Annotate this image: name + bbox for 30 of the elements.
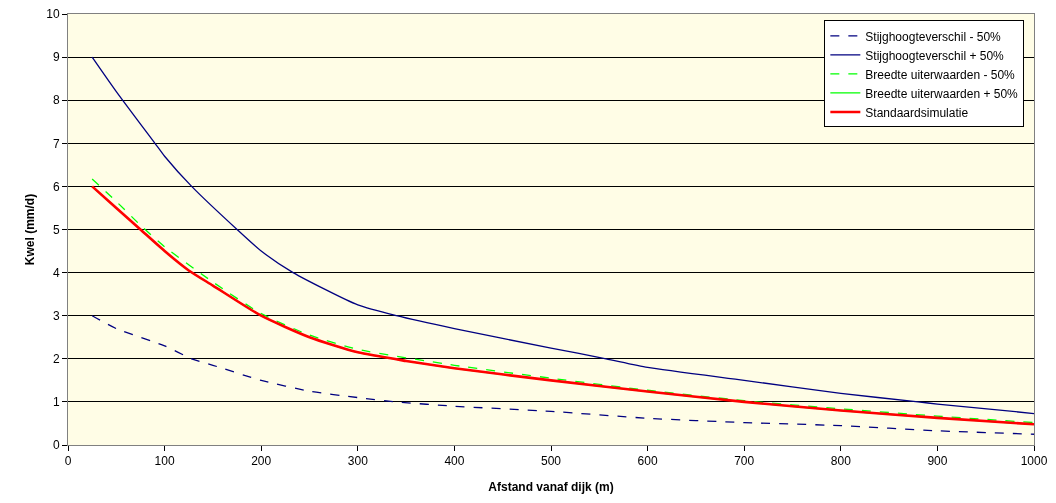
y-tick-label: 8 — [52, 93, 60, 108]
y-tick-label: 7 — [52, 136, 60, 151]
x-tick-label: 100 — [154, 454, 175, 469]
y-tick-label: 10 — [46, 7, 60, 22]
legend-label: Standaardsimulatie — [865, 105, 969, 120]
x-tick-label: 1000 — [1020, 454, 1048, 469]
x-tick-label: 0 — [64, 454, 72, 469]
y-tick-label: 5 — [52, 222, 60, 237]
x-tick-label: 900 — [927, 454, 948, 469]
x-tick-label: 400 — [444, 454, 465, 469]
y-tick-label: 9 — [52, 50, 60, 65]
legend-label: Breedte uiterwaarden + 50% — [865, 86, 1019, 101]
y-tick-label: 0 — [52, 438, 60, 453]
y-tick-label: 1 — [52, 395, 60, 410]
y-tick-label: 2 — [52, 352, 60, 366]
y-tick-label: 6 — [52, 179, 60, 194]
legend-label: Stijghoogteverschil - 50% — [865, 29, 1002, 44]
x-tick-label: 200 — [251, 454, 272, 469]
legend-label: Breedte uiterwaarden - 50% — [865, 67, 1016, 82]
legend-label: Stijghoogteverschil + 50% — [865, 48, 1005, 63]
y-tick-label: 3 — [52, 308, 60, 323]
x-tick-label: 700 — [734, 454, 755, 469]
x-tick-label: 800 — [830, 454, 852, 469]
line-series — [91, 315, 1034, 435]
x-tick-label: 600 — [637, 454, 658, 469]
x-tick-label: 500 — [540, 454, 562, 469]
x-tick-label: 300 — [347, 454, 369, 469]
y-axis-title: Kwel (mm/d) — [23, 193, 37, 266]
y-tick-label: 4 — [52, 265, 60, 280]
x-axis-title: Afstand vanaf dijk (m) — [488, 480, 614, 494]
